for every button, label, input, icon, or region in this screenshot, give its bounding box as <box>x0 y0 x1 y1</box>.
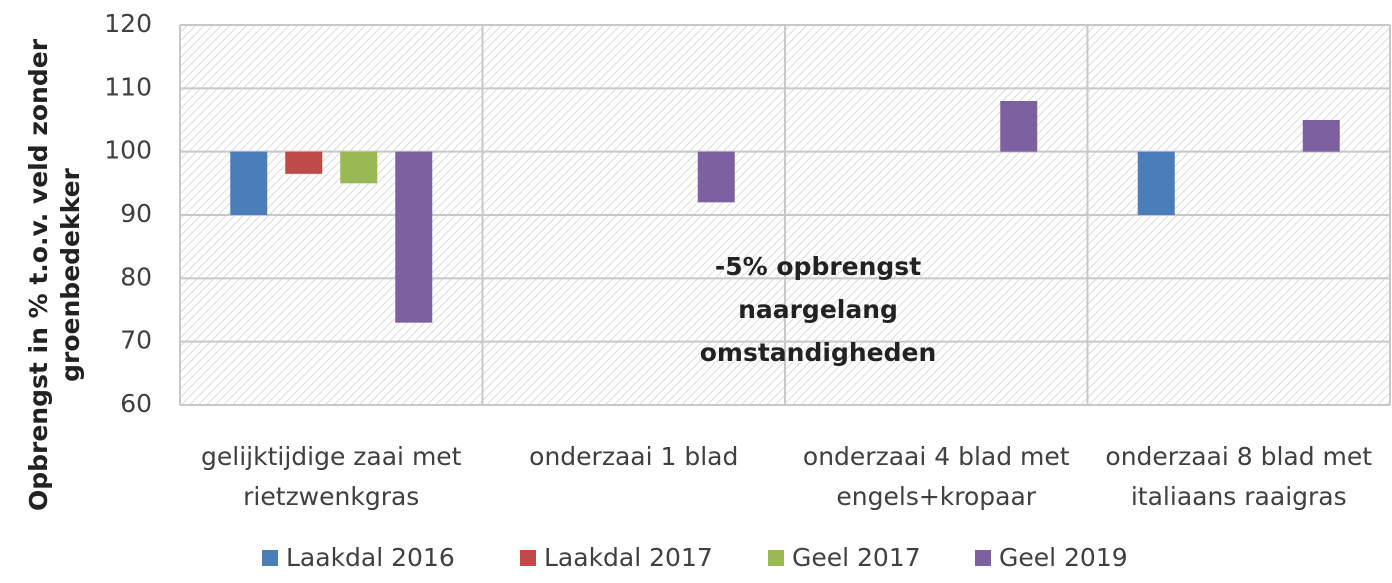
y-tick-label: 90 <box>120 199 152 228</box>
annotation: omstandigheden <box>700 338 937 367</box>
y-axis-label: groenbedekker <box>56 167 85 381</box>
bar <box>1302 120 1340 152</box>
x-tick-label: italiaans raaigras <box>1131 482 1347 511</box>
y-tick-label: 60 <box>120 389 152 418</box>
annotation: -5% opbrengst <box>715 252 921 281</box>
legend-label: Laakdal 2017 <box>544 543 713 572</box>
bar <box>697 151 735 203</box>
bar <box>395 151 433 323</box>
y-tick-label: 110 <box>104 72 152 101</box>
x-tick-label: onderzaai 4 blad met <box>803 442 1070 471</box>
y-tick-label: 100 <box>104 136 152 165</box>
x-tick-label: engels+kropaar <box>836 482 1036 511</box>
legend-label: Geel 2019 <box>999 543 1128 572</box>
bar <box>1137 151 1175 215</box>
legend-swatch <box>975 550 991 566</box>
x-tick-label: onderzaai 8 blad met <box>1105 442 1372 471</box>
x-tick-label: gelijktijdige zaai met <box>201 442 462 471</box>
bar <box>1000 101 1038 152</box>
x-tick-label: onderzaai 1 blad <box>529 442 738 471</box>
legend-label: Geel 2017 <box>792 543 921 572</box>
y-tick-label: 80 <box>120 262 152 291</box>
bar <box>230 151 268 215</box>
bar <box>285 151 323 174</box>
y-axis-label: Opbrengst in % t.o.v. veld zonder <box>24 38 53 511</box>
y-tick-label: 70 <box>120 326 152 355</box>
legend-swatch <box>262 550 278 566</box>
legend-swatch <box>768 550 784 566</box>
annotation: naargelang <box>738 295 898 324</box>
legend-label: Laakdal 2016 <box>286 543 455 572</box>
legend-swatch <box>520 550 536 566</box>
y-tick-label: 120 <box>104 9 152 38</box>
x-tick-label: rietzwenkgras <box>243 482 419 511</box>
bar <box>340 151 378 184</box>
